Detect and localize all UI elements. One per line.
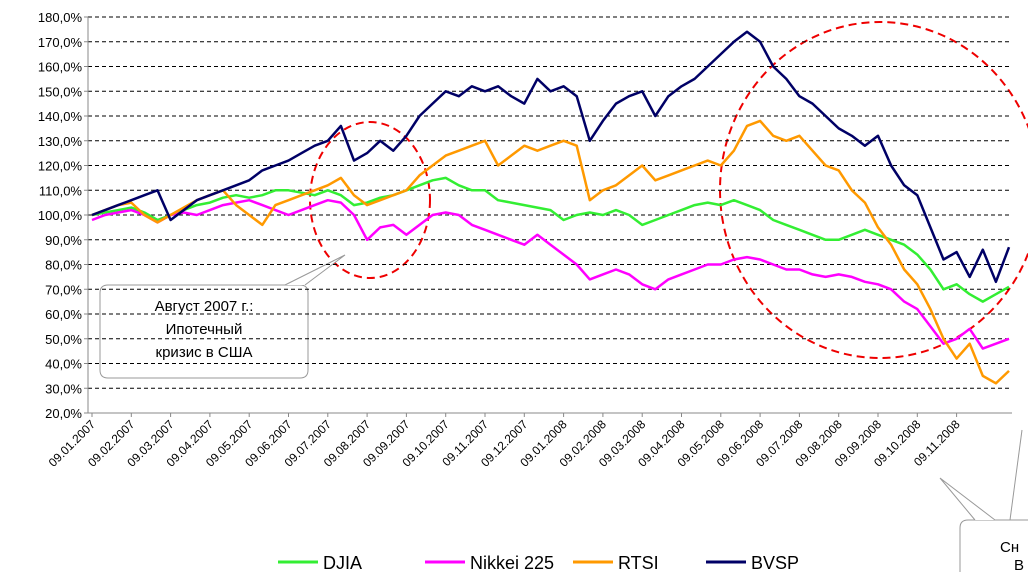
y-tick-label: 100,0%: [38, 208, 83, 223]
callout-pointer: [939, 477, 996, 521]
y-tick-label: 20,0%: [45, 406, 82, 421]
callout-pointer: [1009, 429, 1023, 521]
legend-label: BVSP: [751, 553, 799, 572]
y-tick-label: 110,0%: [39, 183, 83, 198]
callout-box: [99, 284, 309, 379]
y-tick-label: 120,0%: [38, 159, 83, 174]
callout-box: [959, 519, 1028, 572]
callout-pointer: [284, 254, 346, 286]
series-line: [91, 176, 1010, 303]
y-tick-label: 180,0%: [38, 10, 83, 25]
y-tick-label: 160,0%: [38, 60, 83, 75]
y-tick-label: 150,0%: [38, 84, 83, 99]
y-tick-label: 50,0%: [45, 332, 82, 347]
legend-label: DJIA: [323, 553, 362, 572]
y-tick-label: 70,0%: [45, 282, 82, 297]
y-tick-label: 30,0%: [45, 381, 82, 396]
y-tick-label: 140,0%: [38, 109, 83, 124]
y-tick-label: 90,0%: [45, 233, 82, 248]
callout-text: В: [1014, 557, 1024, 572]
legend-label: Nikkei 225: [470, 553, 554, 572]
series-line: [91, 119, 1010, 385]
callout-text: кризис в США: [156, 344, 253, 361]
y-tick-label: 60,0%: [45, 307, 82, 322]
y-tick-label: 40,0%: [45, 357, 82, 372]
y-tick-label: 80,0%: [45, 258, 82, 273]
series-line: [91, 198, 1010, 350]
y-tick-label: 170,0%: [38, 35, 83, 50]
y-tick-label: 130,0%: [38, 134, 83, 149]
highlight-ellipse: [719, 21, 1028, 359]
legend-label: RTSI: [618, 553, 659, 572]
series-line: [91, 30, 1011, 284]
highlight-ellipse: [309, 121, 431, 279]
callout-text: Август 2007 г.:: [155, 298, 254, 315]
callout-text: Сн: [1000, 539, 1019, 556]
callout-text: Ипотечный: [166, 321, 243, 338]
